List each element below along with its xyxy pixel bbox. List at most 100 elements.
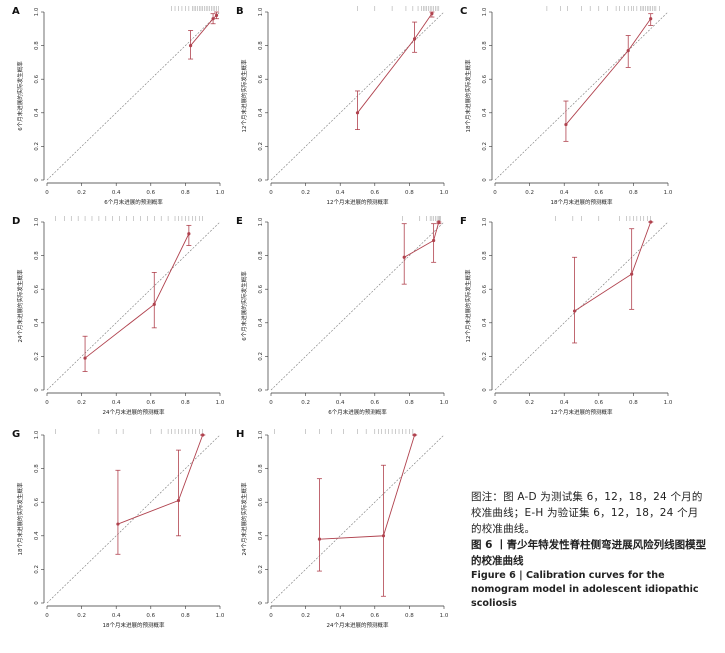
y-axis-title: 6个月末进展的实际发生概率 [240, 271, 248, 341]
calibration-plot: H 0 0.2 0.4 0.6 0.8 1.0 0 0.2 0.4 0.6 0.8 1.0 24个月末进展… [236, 429, 449, 629]
x-axis-title: 6个月末进展的预测概率 [104, 198, 163, 206]
calibration-point [437, 220, 441, 224]
y-tick-label: 0.4 [258, 531, 264, 540]
y-axis-title: 24个月末进展的实际发生概率 [240, 482, 248, 555]
y-tick-label: 0 [482, 388, 488, 392]
x-tick-label: 0.4 [560, 400, 569, 406]
x-tick-label: 0 [45, 613, 49, 619]
y-tick-label: 0.6 [482, 74, 488, 83]
panel-letter: C [460, 6, 467, 17]
panel-letter: E [236, 216, 243, 227]
y-tick-label: 0 [258, 388, 264, 392]
x-axis-title: 18个月末进展的预测概率 [103, 621, 165, 629]
x-tick-label: 0.2 [301, 613, 310, 619]
x-tick-label: 0.4 [112, 190, 121, 196]
ideal-diagonal-line [270, 221, 445, 391]
x-tick-label: 0.8 [629, 400, 638, 406]
y-tick-label: 0.6 [482, 284, 488, 293]
y-tick-label: 0.2 [258, 352, 264, 361]
y-tick-label: 0.6 [258, 284, 264, 293]
calibration-plot: G 0 0.2 0.4 0.6 0.8 1.0 0 0.2 0.4 0.6 0.8 1.0 18个月末进展… [12, 429, 225, 629]
x-tick-label: 0.4 [336, 613, 345, 619]
y-tick-label: 0.8 [34, 464, 40, 473]
x-axis-title: 12个月末进展的预测概率 [327, 198, 389, 206]
y-tick-label: 0.6 [258, 74, 264, 83]
calibration-point [432, 238, 436, 243]
y-tick-label: 0.6 [34, 497, 40, 506]
y-tick-label: 0.2 [482, 352, 488, 361]
y-tick-label: 1.0 [482, 7, 488, 16]
x-tick-label: 1.0 [440, 400, 449, 406]
y-tick-label: 0.4 [34, 531, 40, 540]
calibration-point [188, 44, 193, 48]
calibration-panel-d: D 0 0.2 0.4 0.6 0.8 1.0 0 0.2 0.4 0.6 0.8 1.0 24个月末进展… [12, 214, 228, 418]
y-axis-title: 12个月末进展的实际发生概率 [240, 59, 248, 132]
y-tick-label: 1.0 [34, 7, 40, 16]
y-tick-label: 0 [34, 388, 40, 392]
y-tick-label: 0.4 [258, 108, 264, 117]
figure-caption: 图注：图 A-D 为测试集 6，12，18，24 个月的校准曲线；E-H 为验证… [471, 489, 707, 611]
panel-letter: D [12, 216, 20, 227]
x-axis-title: 12个月末进展的预测概率 [551, 408, 613, 416]
calibration-point [214, 13, 219, 17]
x-tick-label: 0.6 [594, 190, 603, 196]
x-tick-label: 0.2 [301, 190, 310, 196]
x-tick-label: 0.8 [181, 400, 190, 406]
calibration-curve [565, 18, 652, 125]
x-tick-label: 0.8 [181, 613, 190, 619]
y-tick-label: 0.8 [258, 251, 264, 260]
calibration-point [430, 12, 434, 16]
y-tick-label: 0 [34, 601, 40, 605]
y-tick-label: 0 [258, 601, 264, 605]
calibration-point [626, 49, 630, 53]
x-tick-label: 0.4 [336, 190, 345, 196]
y-tick-label: 0.8 [34, 251, 40, 260]
caption-title-en: Figure 6 | Calibration curves for the no… [471, 570, 699, 609]
ideal-diagonal-line [46, 434, 221, 604]
calibration-panel-h: H 0 0.2 0.4 0.6 0.8 1.0 0 0.2 0.4 0.6 0.8 1.0 24个月末进展… [236, 427, 452, 631]
x-tick-label: 0.4 [112, 400, 121, 406]
y-tick-label: 0.2 [34, 142, 40, 151]
panel-letter: G [12, 429, 20, 440]
calibration-panel-f: F 0 0.2 0.4 0.6 0.8 1.0 0 0.2 0.4 0.6 0.8 1.0 12个月末进展… [460, 214, 676, 418]
y-tick-label: 0.8 [482, 41, 488, 50]
panel-letter: B [236, 6, 244, 17]
x-tick-label: 0.2 [301, 400, 310, 406]
calibration-point [317, 537, 322, 541]
x-tick-label: 0.6 [370, 190, 379, 196]
calibration-point [201, 433, 205, 437]
calibration-point [402, 255, 406, 259]
y-axis-title: 6个月末进展的实际发生概率 [16, 61, 24, 131]
y-tick-label: 0.2 [34, 565, 40, 574]
y-tick-label: 0.2 [258, 565, 264, 574]
y-axis-title: 18个月末进展的实际发生概率 [464, 59, 472, 132]
calibration-curve [84, 233, 190, 359]
x-tick-label: 0.4 [560, 190, 569, 196]
x-tick-label: 0 [269, 613, 273, 619]
y-tick-label: 0 [34, 178, 40, 182]
x-tick-label: 1.0 [216, 400, 225, 406]
calibration-point [630, 272, 634, 276]
calibration-curve [117, 434, 204, 525]
panel-letter: F [460, 216, 467, 227]
y-tick-label: 0.4 [482, 108, 488, 117]
x-tick-label: 1.0 [664, 400, 673, 406]
calibration-panel-g: G 0 0.2 0.4 0.6 0.8 1.0 0 0.2 0.4 0.6 0.8 1.0 18个月末进展… [12, 427, 228, 631]
y-tick-label: 0 [482, 178, 488, 182]
caption-title-zh: 图 6 丨青少年特发性脊柱侧弯进展风险列线图模型的校准曲线 [471, 539, 707, 567]
calibration-panel-e: E 0 0.2 0.4 0.6 0.8 1.0 0 0.2 0.4 0.6 0.8 1.0 6个月末进展的… [236, 214, 452, 418]
panel-letter: A [12, 6, 20, 17]
calibration-point [211, 17, 215, 21]
calibration-point [572, 309, 577, 313]
x-tick-label: 1.0 [216, 613, 225, 619]
x-tick-label: 1.0 [664, 190, 673, 196]
y-tick-label: 1.0 [34, 217, 40, 226]
x-tick-label: 1.0 [216, 190, 225, 196]
y-tick-label: 0.4 [34, 318, 40, 327]
calibration-plot: E 0 0.2 0.4 0.6 0.8 1.0 0 0.2 0.4 0.6 0.8 1.0 6个月末进展的… [236, 216, 449, 416]
calibration-point [381, 534, 386, 538]
x-axis-title: 6个月末进展的预测概率 [328, 408, 387, 416]
calibration-panel-a: A 0 0.2 0.4 0.6 0.8 1.0 0 0.2 0.4 0.6 0.8 1.0 6个月末进展的… [12, 4, 228, 208]
calibration-point [412, 37, 417, 41]
calibration-point [152, 302, 156, 306]
